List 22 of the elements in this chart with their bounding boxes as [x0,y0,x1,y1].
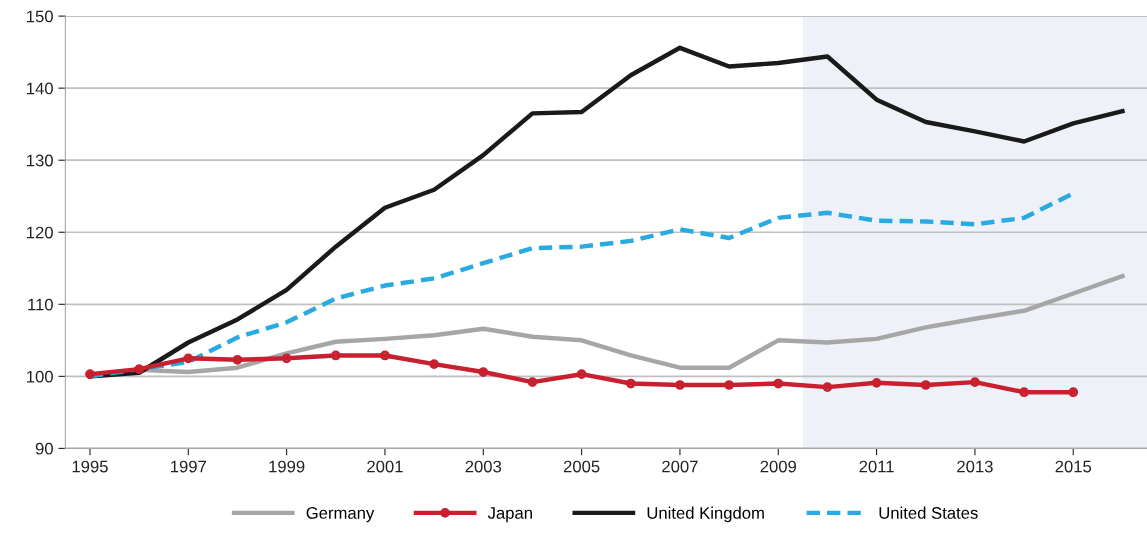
y-tick-label: 120 [27,226,53,239]
x-tick-label: 2003 [465,460,502,473]
x-tick-label: 2005 [563,460,600,473]
y-tick-label: 130 [27,154,53,167]
x-tick-label: 2011 [859,460,894,473]
x-tick-label: 2007 [662,460,698,473]
legend-label: Japan [487,507,532,523]
legend-label: United States [879,506,978,519]
y-tick-label: 150 [27,10,53,23]
y-tick-label: 100 [27,370,53,383]
x-tick-label: 2009 [760,460,797,473]
legend-label: Germany [306,507,375,523]
y-tick-label: 110 [28,298,53,311]
x-tick-label: 2015 [1055,460,1092,473]
x-tick-label: 1995 [72,460,108,473]
x-tick-label: 2001 [367,460,403,473]
y-tick-label: 90 [35,442,53,455]
x-tick-label: 1999 [269,460,305,473]
legend-label: United Kingdom [647,506,764,523]
x-tick-label: 2013 [957,460,993,473]
y-tick-label: 140 [27,82,53,95]
x-tick-label: 1997 [171,460,206,473]
